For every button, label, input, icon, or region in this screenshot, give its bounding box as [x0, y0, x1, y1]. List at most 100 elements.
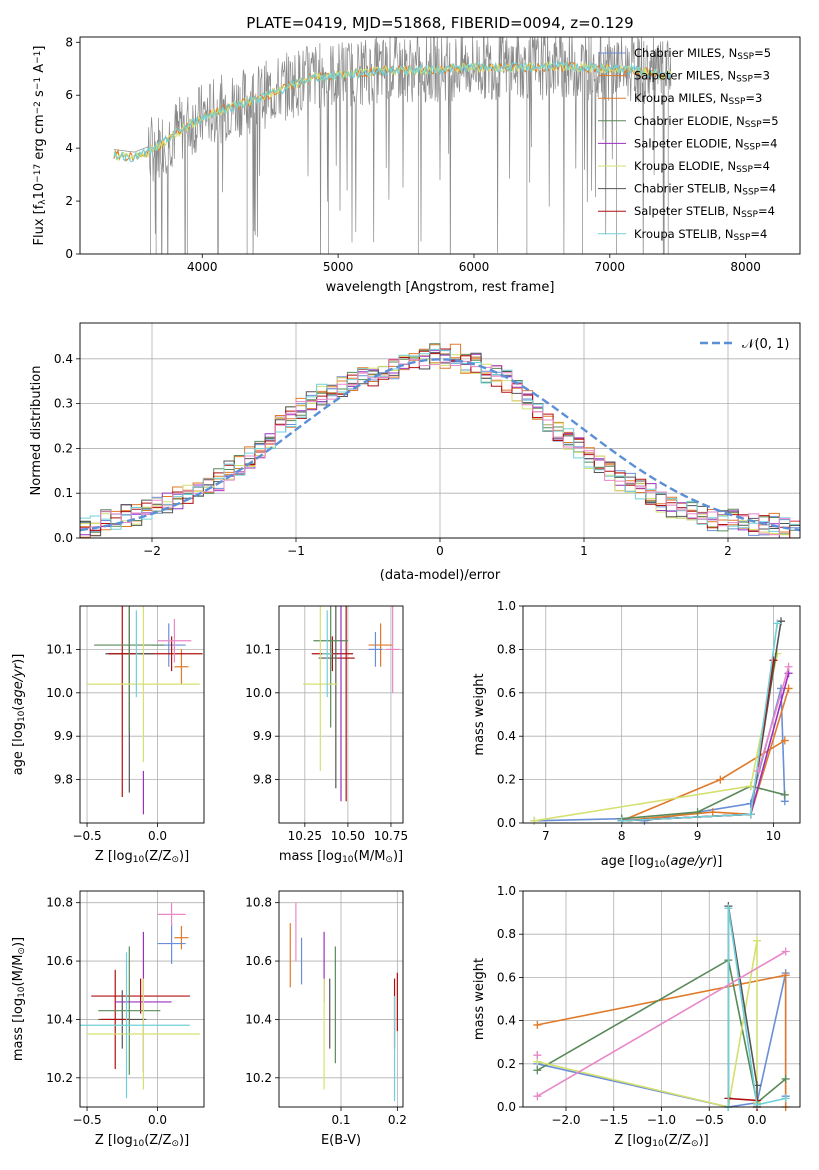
spectrum-frame [79, 36, 801, 255]
spectrum-legend-entry: Salpeter MILES, NSSP=3 [634, 69, 770, 85]
weight_vs_Z-xtick-label: −1.5 [599, 1113, 628, 1127]
weight-point-marker [533, 1066, 542, 1075]
mass_vs_Z-ylabel-part: mass [log [11, 998, 26, 1061]
mass_vs_ebv-xtick-label: 0.2 [388, 1113, 407, 1127]
age_vs_mass-xlabel-part: mass [log [279, 849, 342, 864]
spectrum-legend-entry: Salpeter STELIB, NSSP=4 [634, 204, 775, 220]
spectrum-xtick-label: 6000 [459, 260, 490, 274]
weight_vs_age-xlabel-part: 10 [654, 860, 666, 870]
spectrum-ytick-label: 2 [65, 194, 73, 208]
weight_vs_Z-xlabel-part: Z [log [614, 1133, 652, 1148]
weight_vs_Z-xtick-label: 0.0 [747, 1113, 766, 1127]
weight-point-marker [724, 904, 733, 913]
weight-point-marker [753, 1100, 762, 1109]
spectrum-legend-entry-part: SSP [742, 188, 759, 198]
mass_vs_Z-xlabel-part: (Z/Z [144, 1133, 171, 1148]
age_vs_Z-xlabel-part: ⊙ [171, 855, 179, 865]
weight-point-marker [746, 782, 755, 791]
spectrum-xtick-label: 7000 [595, 260, 626, 274]
age_vs_Z-bg [80, 606, 204, 823]
weight_vs_Z-xlabel-part: ⊙ [691, 1139, 699, 1149]
age_vs_Z-xlabel: Z [log10(Z/Z⊙)] [95, 849, 189, 865]
weight-series-line [621, 785, 785, 820]
spectrum-legend-entry-part: =4 [750, 227, 767, 241]
age_vs_Z-ytick-label: 9.9 [54, 729, 73, 743]
spectrum-legend-entry-part: =4 [759, 182, 776, 196]
weight_vs_Z-ylabel: mass weight [472, 958, 487, 1040]
spectrum-legend-entry-part: Kroupa STELIB, N [634, 227, 734, 241]
age_vs_mass-panel: 10.25 10.50 10.75 9.8 9.9 10.0 10.1 mass [log10… [245, 605, 408, 865]
spectrum-legend-entry: Chabrier MILES, NSSP=5 [634, 46, 771, 62]
weight-point-marker [780, 790, 789, 799]
weight_vs_age-xlabel-part: ( [665, 854, 670, 869]
figure-title: PLATE=0419, MJD=51868, FIBERID=0094, z=0… [246, 14, 633, 32]
age_vs_mass-xlabel-part: )] [393, 849, 403, 864]
weight_vs_age-xtick-label: 10 [766, 829, 781, 843]
residuals-frame [79, 322, 801, 539]
gaussian-legend-label: 𝒩(0, 1) [742, 337, 789, 352]
weight_vs_age-ytick-label: 0.8 [497, 642, 516, 656]
spectrum-legend-entry-part: =3 [745, 91, 762, 105]
spectrum-legend-entry: Kroupa STELIB, NSSP=4 [634, 227, 767, 243]
weight-point-marker [708, 808, 717, 817]
spectrum-ytick-label: 0 [65, 247, 73, 261]
spectrum-model-line [113, 59, 672, 163]
weight-point-marker [773, 619, 782, 628]
spectrum-legend-entry-part: SSP [741, 210, 758, 220]
weight-point-marker [746, 810, 755, 819]
residuals-xtick-label: −1 [287, 544, 305, 558]
residuals-ytick-label: 0.0 [54, 531, 73, 545]
spectrum-legend-entry-part: SSP [734, 233, 751, 243]
weight-point-marker [773, 649, 782, 658]
mass_vs_Z-ylabel: mass [log10(M/M⊙)] [11, 937, 27, 1061]
weight_vs_Z-panel: −2.0 −1.5 −1.0 −0.5 0.0 0.0 0.2 0.4 0.6 0.8 1.0 mas… [472, 884, 801, 1127]
age_vs_Z-xlabel-part: Z [log [95, 849, 133, 864]
age_vs_Z-ylabel-part: age/yr [11, 662, 26, 705]
weight_vs_age-xtick-label: 9 [694, 829, 702, 843]
residuals-ytick-label: 0.4 [54, 352, 73, 366]
residuals-ylabel: Normed distribution [29, 366, 44, 496]
weight-point-marker [780, 736, 789, 745]
mass_vs_ebv-xlabel-part: E(B-V) [321, 1133, 361, 1148]
mass_vs_ebv-ytick-label: 10.8 [245, 896, 272, 910]
weight_vs_Z-xlabel-part: 10 [652, 1139, 664, 1149]
weight_vs_age-frame [522, 605, 801, 824]
mass_vs_Z-ylabel-part: )] [11, 937, 26, 947]
spectrum-ytick-label: 8 [65, 35, 73, 49]
residuals-ylabel-part: Normed distribution [29, 366, 44, 496]
age_vs_Z-frame [79, 605, 205, 824]
spectrum-legend-entry-part: =4 [761, 136, 778, 150]
mass_vs_ebv-ytick-label: 10.4 [245, 1012, 272, 1026]
weight-point-marker [533, 1051, 542, 1060]
spectrum-legend-entry-part: =5 [762, 114, 779, 128]
weight_vs_age-ytick-label: 0.2 [497, 773, 516, 787]
weight_vs_Z-ytick-label: 0.0 [497, 1100, 516, 1114]
age_vs_Z-ylabel-part: age [log [11, 722, 26, 775]
spectrum-legend-entry-part: SSP [736, 75, 753, 85]
weight-series-line [536, 950, 787, 1097]
age_vs_Z-ylabel-part: )] [11, 654, 26, 664]
mass_vs_Z-panel: −0.5 0.010.210.410.610.8Z [log10(Z/Z⊙)]ma… [11, 890, 205, 1149]
age_vs_Z-panel: −0.5 0.09.89.910.010.1Z [log10(Z/Z⊙)]age … [11, 605, 205, 865]
spectrum-legend-entry-part: =4 [758, 204, 775, 218]
spectrum-ylabel-part: −1 [33, 51, 43, 64]
spectrum-ylabel-part: erg cm [32, 114, 47, 163]
age_vs_mass-frame [278, 605, 404, 824]
age_vs_mass-xtick-label: 10.25 [288, 829, 322, 843]
spectrum-ylabel-part: 10 [32, 183, 47, 200]
spectrum-xlabel-part: wavelength [Angstrom, rest frame] [326, 280, 555, 295]
spectrum-ylabel-part: −2 [33, 101, 43, 114]
mass_vs_ebv-xtick-label: 0.1 [331, 1113, 350, 1127]
mass_vs_Z-xlabel-part: ⊙ [171, 1139, 179, 1149]
spectrum-legend-entry: Salpeter ELODIE, NSSP=4 [634, 136, 777, 152]
weight_vs_age-xtick-label: 8 [618, 829, 626, 843]
spectrum-legend-entry-part: =4 [753, 159, 770, 173]
weight-point-marker [781, 1074, 790, 1083]
weight_vs_Z-ytick-label: 0.2 [497, 1057, 516, 1071]
weight_vs_age-xlabel: age [log10(age/yr)] [601, 854, 723, 870]
age_vs_Z-ytick-label: 10.0 [46, 686, 73, 700]
age_vs_Z-xtick-label: 0.0 [148, 829, 167, 843]
spectrum-xlabel: wavelength [Angstrom, rest frame] [326, 280, 555, 295]
age_vs_mass-xlabel-part: (M/M [354, 849, 386, 864]
